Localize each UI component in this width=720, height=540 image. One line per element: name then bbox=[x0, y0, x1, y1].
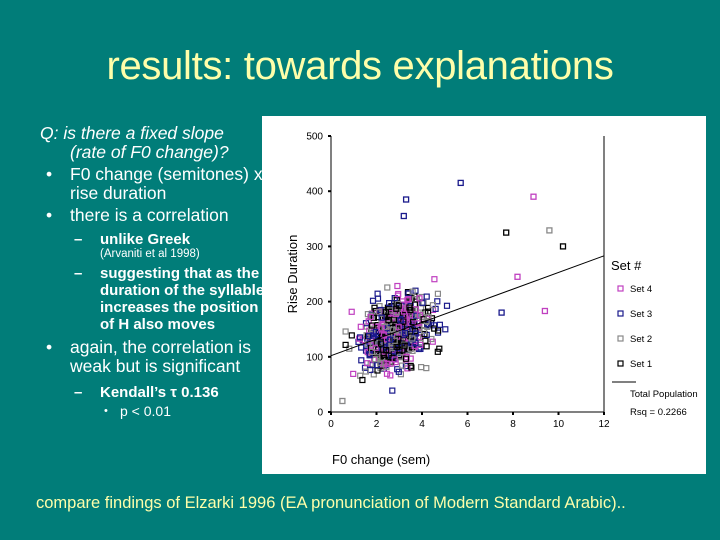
question-prefix: Q: bbox=[40, 123, 59, 143]
scatter-chart: 0 100 200 300 400 500 0 2 4 6 8 10 12 Set # Set 4 Set … bbox=[262, 116, 706, 474]
sub-bullet-unlike-greek: – unlike Greek bbox=[40, 231, 265, 248]
data-points bbox=[339, 179, 567, 405]
svg-text:Set 3: Set 3 bbox=[630, 309, 652, 320]
svg-text:Rsq = 0.2266: Rsq = 0.2266 bbox=[630, 407, 687, 418]
bullet-text: F0 change (semitones) x rise duration bbox=[70, 164, 263, 203]
regression-line bbox=[330, 255, 605, 357]
slide-body: Q: is there a fixed slope (rate of F0 ch… bbox=[40, 124, 265, 420]
svg-text:10: 10 bbox=[553, 419, 565, 430]
svg-text:0: 0 bbox=[317, 408, 323, 419]
y-axis-label: Rise Duration bbox=[285, 235, 300, 314]
svg-text:Set 4: Set 4 bbox=[630, 284, 652, 295]
svg-text:0: 0 bbox=[328, 419, 334, 430]
bullet-weak-correlation: • again, the correlation is weak but is … bbox=[40, 338, 265, 376]
sub-bullet-text: suggesting that as the duration of the s… bbox=[100, 265, 265, 333]
axes: 0 100 200 300 400 500 0 2 4 6 8 10 12 bbox=[306, 132, 610, 431]
question-line-1: is there a fixed slope bbox=[63, 123, 224, 143]
svg-text:Set 1: Set 1 bbox=[630, 359, 652, 370]
svg-text:2: 2 bbox=[374, 419, 380, 430]
bullet-marker: • bbox=[46, 205, 53, 225]
svg-text:8: 8 bbox=[510, 419, 516, 430]
dash-marker: – bbox=[74, 384, 83, 401]
bullet-marker: • bbox=[46, 337, 53, 357]
bullet-marker: • bbox=[46, 164, 53, 184]
sub-sub-bullet-text: p < 0.01 bbox=[120, 403, 171, 419]
svg-text:Total Population: Total Population bbox=[630, 389, 698, 400]
citation: (Arvaniti et al 1998) bbox=[100, 248, 200, 260]
svg-text:6: 6 bbox=[465, 419, 471, 430]
bullet-text: again, the correlation is weak but is si… bbox=[70, 337, 251, 376]
svg-text:100: 100 bbox=[306, 352, 323, 363]
bullet-marker: • bbox=[104, 405, 108, 417]
bullet-text: there is a correlation bbox=[70, 205, 229, 225]
question: Q: is there a fixed slope (rate of F0 ch… bbox=[40, 124, 265, 162]
svg-text:Set #: Set # bbox=[611, 258, 642, 273]
svg-text:300: 300 bbox=[306, 242, 323, 253]
sub-bullet-suggesting: – suggesting that as the duration of the… bbox=[40, 265, 265, 333]
sub-bullet-kendall: – Kendall’s τ 0.136 bbox=[40, 384, 265, 401]
slide-footer: compare findings of Elzarki 1996 (EA pro… bbox=[36, 494, 626, 512]
svg-text:Set 2: Set 2 bbox=[630, 334, 652, 345]
sub-bullet-text: Kendall’s τ 0.136 bbox=[100, 384, 219, 401]
bullet-correlation: • there is a correlation bbox=[40, 206, 265, 225]
dash-marker: – bbox=[74, 265, 83, 282]
slide-title: results: towards explanations bbox=[106, 44, 614, 88]
svg-text:200: 200 bbox=[306, 297, 323, 308]
svg-text:4: 4 bbox=[419, 419, 425, 430]
svg-text:500: 500 bbox=[306, 132, 323, 143]
sub-sub-bullet-p-value: • p < 0.01 bbox=[40, 403, 265, 419]
dash-marker: – bbox=[74, 231, 83, 248]
bullet-f0-change: • F0 change (semitones) x rise duration bbox=[40, 165, 265, 203]
question-line-2: (rate of F0 change)? bbox=[70, 142, 229, 162]
svg-text:12: 12 bbox=[598, 419, 610, 430]
legend: Set # Set 4 Set 3 Set 2 Set 1 Total Populatio… bbox=[611, 258, 698, 418]
sub-bullet-text: unlike Greek bbox=[100, 231, 191, 248]
x-axis-label: F0 change (sem) bbox=[332, 452, 430, 467]
svg-text:400: 400 bbox=[306, 187, 323, 198]
